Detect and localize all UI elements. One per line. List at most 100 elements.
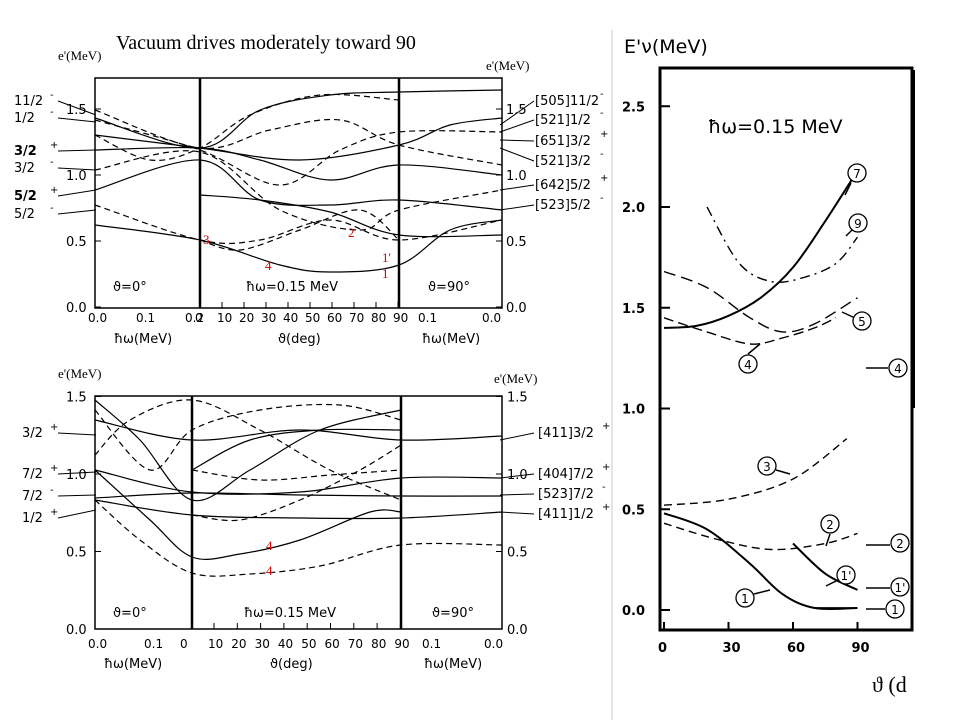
top-left-level-sign: - [50,203,54,214]
top-ytick-label-left: 0.5 [66,235,87,250]
bottom-right-label-leader [499,473,535,479]
top-ytick-label-left: 1.0 [66,169,87,184]
right-panel: 7 9 5 4 4 3 2 2 1' 1' 1 1 0.0 0.5 1.0 1.5 2.0 2.5 0 30 60 90… [611,30,915,720]
top-red-mark: 4 [265,258,272,273]
bottom-ytick-label-left: 0.5 [66,546,87,561]
top-left-label-leader [57,189,97,197]
top-left-level-sign: - [50,157,54,168]
bottom-ytick-label-left: 1.5 [66,391,87,406]
top-level-curve [199,194,503,238]
bottom-mid-xtick-label: 30 [255,637,270,651]
top-level-curve [94,159,503,211]
right-circle-badge [757,456,777,476]
right-circle-label: 2 [896,537,904,551]
top-mid-inner: ħω=0.15 MeV [246,280,338,295]
top-left-xlabel: ħω(MeV) [114,332,172,347]
bottom-red-mark: 4 [266,563,273,578]
top-red-mark: 3 [203,232,210,247]
top-ytick-label-right: 0.5 [506,235,527,250]
top-mid-xtick-label: 10 [217,311,232,325]
right-circle-label: 4 [894,362,902,376]
bottom-level-curve [94,419,503,441]
top-mid-xtick-label: 20 [239,311,254,325]
top-left-label-leader [57,209,97,215]
bottom-right-level-sign: + [602,462,610,473]
right-circle-badge [836,565,856,585]
top-right-xtick: 0.0 [482,311,501,325]
bottom-mid-xtick-label: 70 [348,637,363,651]
top-left-level-label: 3/2 [14,161,35,176]
bottom-level-curve [94,469,503,495]
top-left-xtick: 0.1 [136,311,155,325]
bottom-left-level-sign: + [50,463,58,474]
top-left-level-sign: - [50,107,54,118]
bottom-mid-xlabel: ϑ(deg) [270,657,313,672]
top-right-inner: ϑ=90° [428,280,470,295]
top-left-level-label: 11/2 [14,94,43,109]
bottom-right-label-leader [499,432,535,441]
top-left-label-leader [57,149,97,152]
top-mid-xtick-label: 40 [283,311,298,325]
bottom-right-level-label: [411]1/2 [538,507,594,522]
bottom-right-level-sign: + [602,421,610,432]
right-circle-label: 7 [853,167,861,181]
bottom-ytick-label-left: 0.0 [66,623,87,638]
right-circle-badge [735,588,755,608]
top-ylabel-right: e'(MeV) [486,58,530,73]
top-mid-xtick-label: 80 [371,311,386,325]
bottom-left-level-label: 7/2 [22,467,43,482]
top-left-label-leader [57,100,97,116]
right-circle-leader [841,311,856,319]
right-xtick-label: 30 [723,641,741,656]
bottom-ylabel-left: e'(MeV) [58,366,102,381]
top-left-level-label: 1/2 [14,111,35,126]
bottom-level-curve [94,403,402,471]
top-right-level-label: [523]5/2 [535,198,591,213]
top-mid-xtick-label: 90 [393,311,408,325]
top-left-label-leader [57,167,97,171]
bottom-panel: 44 0.0 0.00.5 0.51.0 1.01.5 1.50.0 0.1 0 10 20 30… [22,366,610,672]
right-circle-label: 1 [891,603,899,617]
bottom-right-level-sign: + [602,502,610,513]
right-curves: 7 9 5 4 4 3 2 2 1' 1' 1 1 [663,163,910,619]
bottom-ytick-label-left: 1.0 [66,468,87,483]
bottom-right-xtick: 0.1 [422,637,441,651]
bottom-left-inner: ϑ=0° [113,606,147,621]
top-ytick-label-left: 1.5 [66,103,87,118]
top-left-level-sign: - [50,90,54,101]
top-right-level-label: [651]3/2 [535,134,591,149]
top-ylabel-left: e'(MeV) [58,48,102,63]
right-circle-label: 1' [841,569,852,583]
bottom-left-level-label: 7/2 [22,489,43,504]
bottom-left-level-label: 3/2 [22,426,43,441]
bottom-left-xlabel: ħω(MeV) [104,657,162,672]
bottom-level-curve [94,399,402,501]
right-series-curve [663,438,848,506]
right-circle-leader [845,229,853,237]
right-circle-label: 1' [895,581,906,595]
right-ytick-label: 2.5 [622,100,645,115]
right-series-curve [663,317,837,345]
right-ytick-label: 2.0 [622,201,645,216]
bottom-mid-xtick-label: 80 [371,637,386,651]
bottom-left-level-sign: + [50,422,58,433]
bottom-right-level-label: [411]3/2 [538,426,594,441]
top-red-mark: 1 [382,266,389,281]
right-circle-leader [775,469,791,475]
right-panel-title: E'ν(MeV) [624,36,708,58]
top-mid-xtick-label: 0 [195,311,203,325]
right-ytick-label: 1.5 [622,302,645,317]
right-circle-badge [885,599,905,619]
right-circle-leader [825,533,831,547]
bottom-left-label-leader [57,509,97,519]
bottom-level-curve [94,499,503,577]
right-circle-leader [844,182,852,196]
top-ticks: 0.0 0.00.5 0.51.0 1.01.5 1.50.0 0.1 0.20 10 20 30… [14,89,608,325]
top-level-curve [94,204,503,245]
right-series-curve [663,522,858,551]
right-circle-badge [852,311,872,331]
right-series-curve [663,170,859,329]
right-circle-label: 3 [763,460,771,474]
bottom-panel-frame [94,395,503,630]
